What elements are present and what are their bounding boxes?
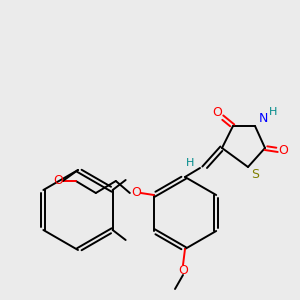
Text: H: H (269, 107, 277, 117)
Text: N: N (258, 112, 268, 124)
Text: O: O (212, 106, 222, 118)
Text: O: O (131, 187, 141, 200)
Text: H: H (186, 158, 194, 168)
Text: O: O (178, 263, 188, 277)
Text: S: S (251, 169, 259, 182)
Text: O: O (278, 143, 288, 157)
Text: O: O (53, 175, 63, 188)
